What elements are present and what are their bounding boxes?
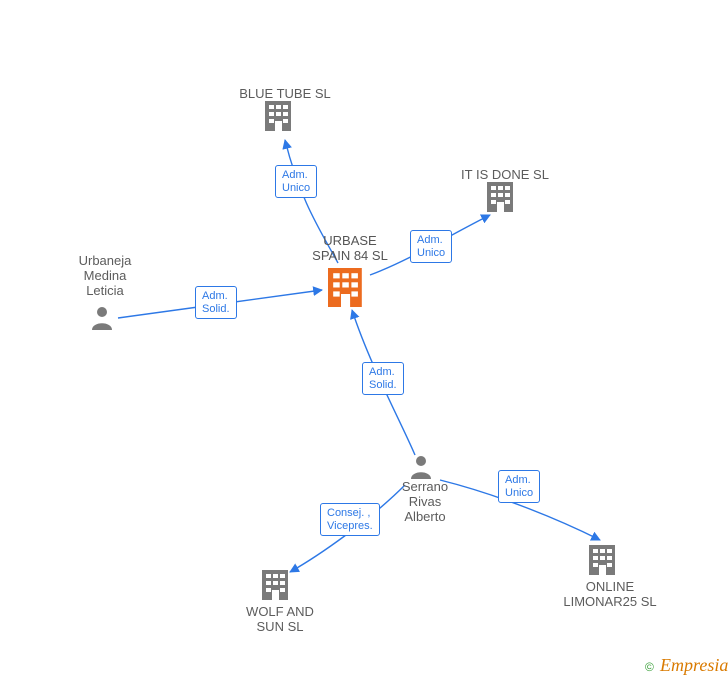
node-icon-urbase	[328, 268, 362, 307]
brand-logo: Empresia	[660, 655, 728, 676]
node-label-urbase: URBASE SPAIN 84 SL	[290, 234, 410, 264]
node-label-wolf_sun: WOLF AND SUN SL	[225, 605, 335, 635]
edge-label-e5: Adm. Unico	[498, 470, 540, 503]
node-online_limonar: ONLINE LIMONAR25 SL	[545, 580, 675, 610]
node-urbase: URBASE SPAIN 84 SL	[290, 234, 410, 264]
node-label-online_limonar: ONLINE LIMONAR25 SL	[545, 580, 675, 610]
edge-label-e2: Adm. Unico	[410, 230, 452, 263]
node-serrano: Serrano Rivas Alberto	[380, 480, 470, 525]
edge-label-e4: Adm. Solid.	[362, 362, 404, 395]
node-icon-serrano	[411, 456, 431, 479]
node-blue_tube: BLUE TUBE SL	[225, 87, 345, 102]
node-label-serrano: Serrano Rivas Alberto	[380, 480, 470, 525]
node-urbaneja: Urbaneja Medina Leticia	[60, 254, 150, 299]
node-label-it_is_done: IT IS DONE SL	[435, 168, 575, 183]
node-it_is_done: IT IS DONE SL	[435, 168, 575, 183]
node-icon-blue_tube	[265, 101, 291, 131]
node-label-blue_tube: BLUE TUBE SL	[225, 87, 345, 102]
edge-label-e6: Consej. , Vicepres.	[320, 503, 380, 536]
node-icon-it_is_done	[487, 182, 513, 212]
copyright-symbol: ©	[645, 660, 654, 674]
node-icon-online_limonar	[589, 545, 615, 575]
edge-label-e1: Adm. Unico	[275, 165, 317, 198]
node-icon-urbaneja	[92, 307, 112, 330]
node-wolf_sun: WOLF AND SUN SL	[225, 605, 335, 635]
node-label-urbaneja: Urbaneja Medina Leticia	[60, 254, 150, 299]
edge-label-e3: Adm. Solid.	[195, 286, 237, 319]
node-icon-wolf_sun	[262, 570, 288, 600]
